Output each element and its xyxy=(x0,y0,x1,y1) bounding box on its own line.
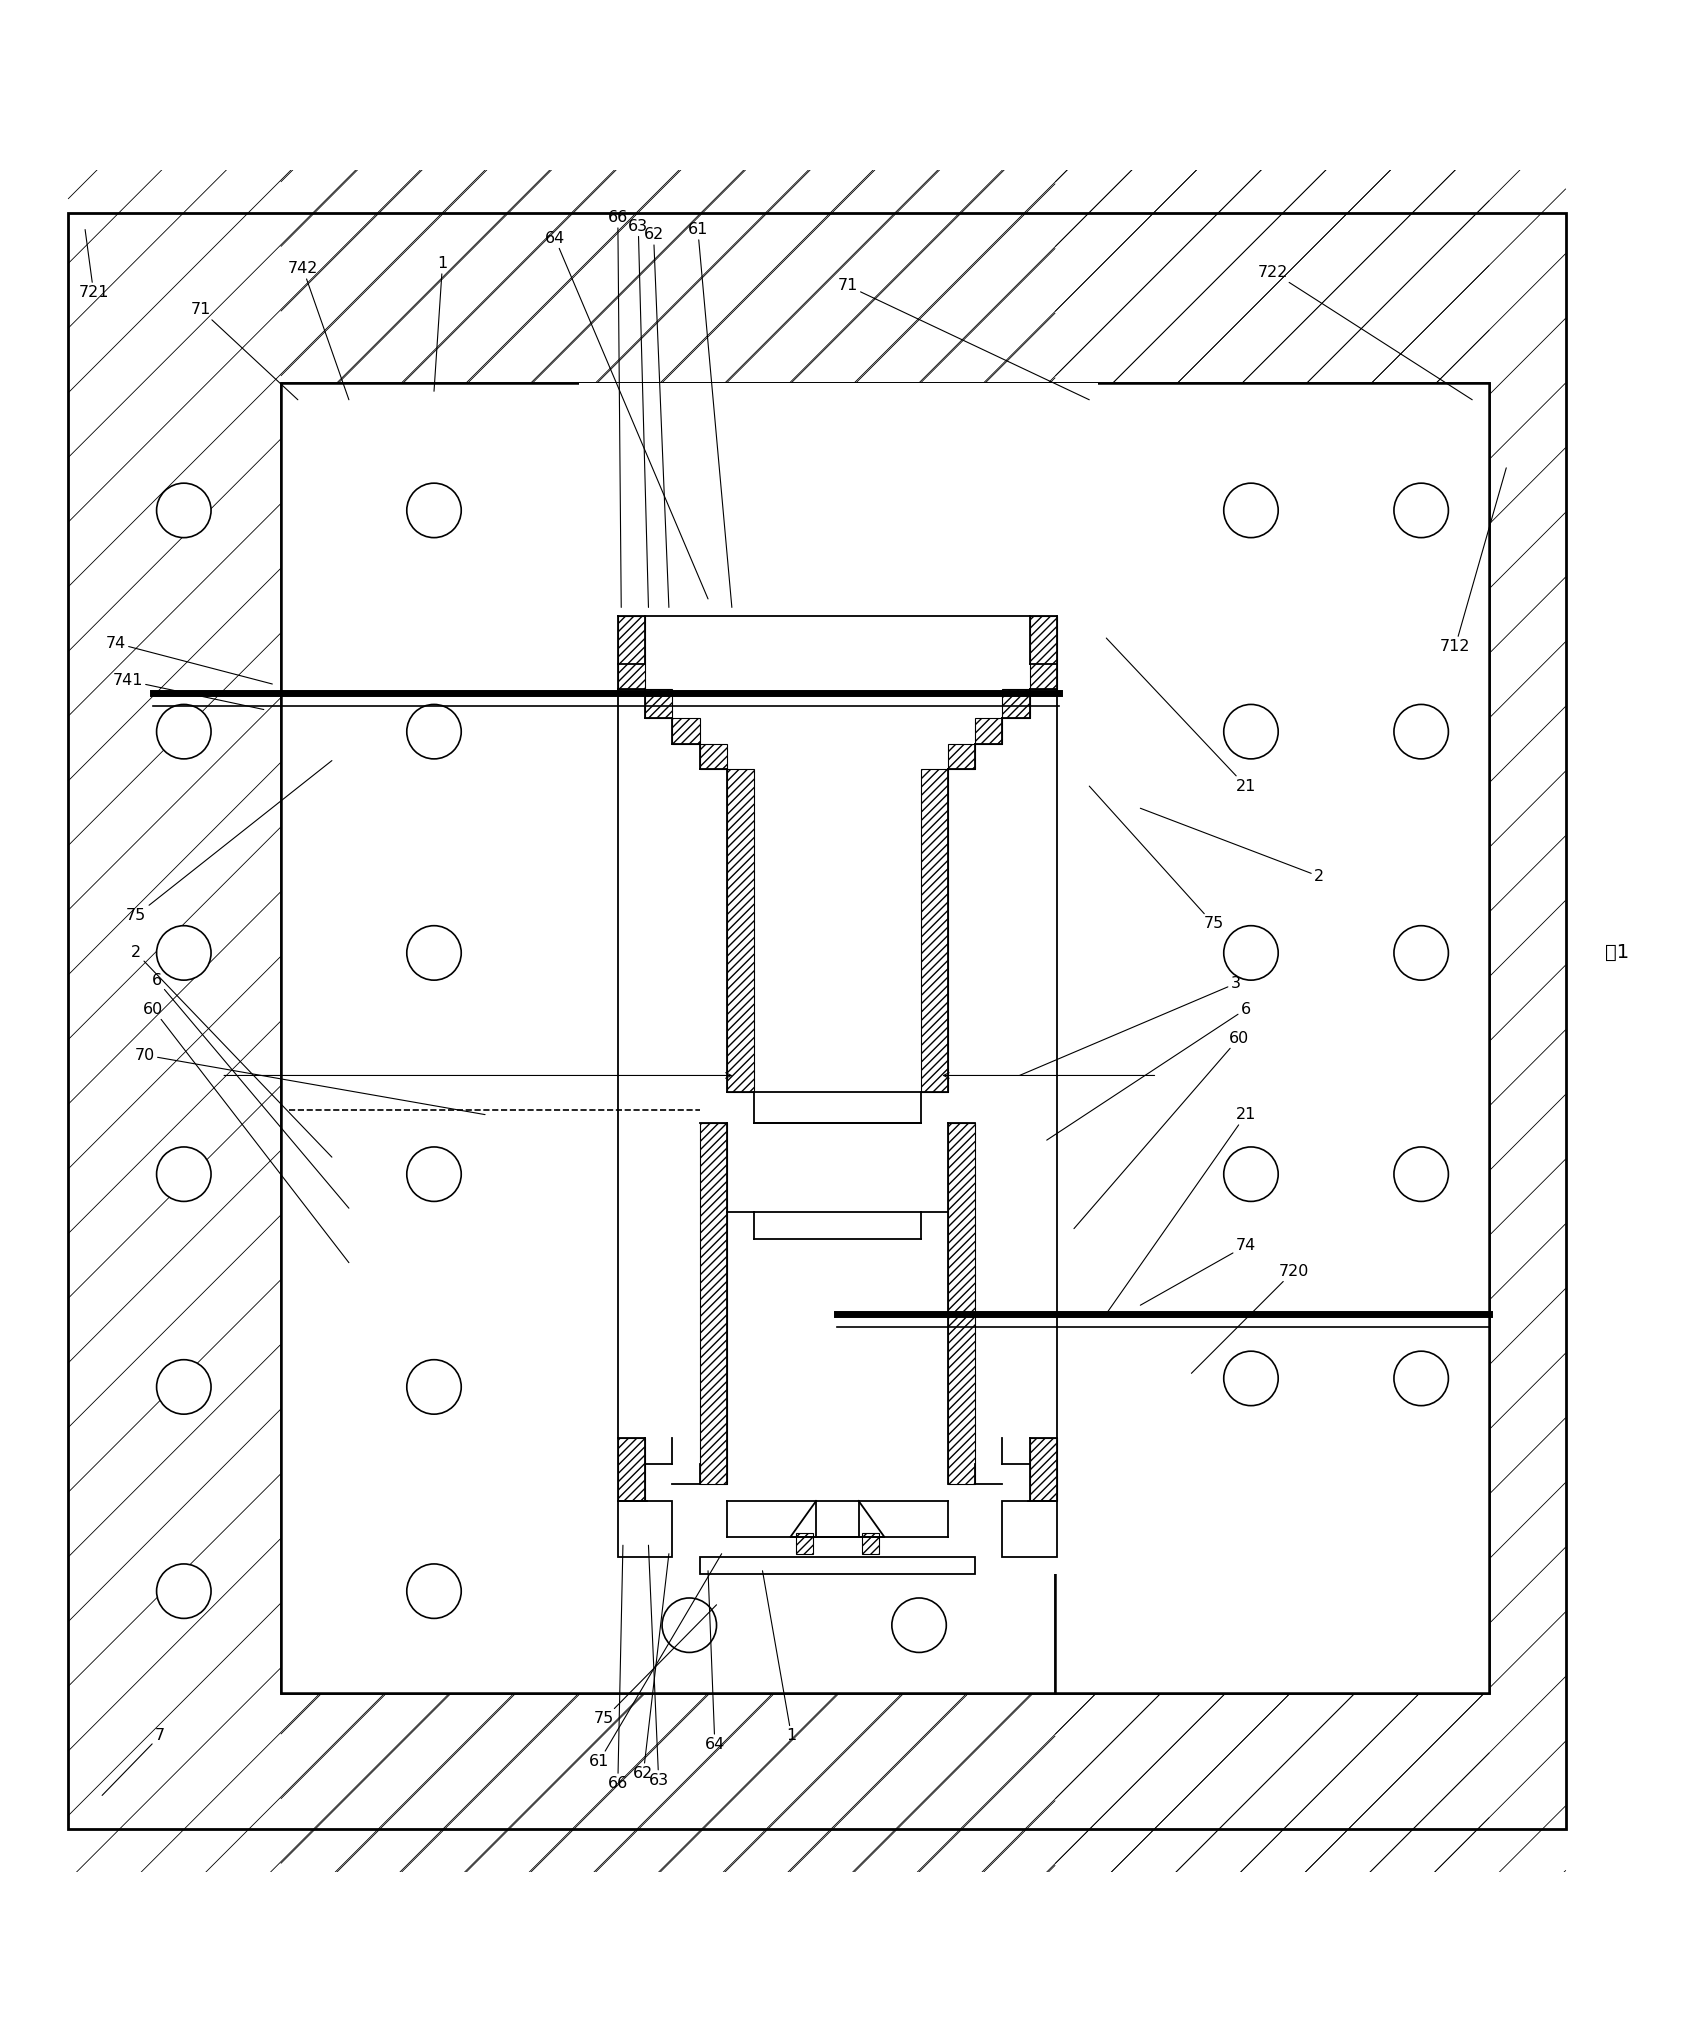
Circle shape xyxy=(157,925,211,980)
Circle shape xyxy=(1224,925,1278,980)
Text: 6: 6 xyxy=(151,972,349,1209)
Circle shape xyxy=(1224,704,1278,760)
Circle shape xyxy=(407,1564,461,1619)
Text: 60: 60 xyxy=(143,1001,349,1262)
Bar xyxy=(795,1534,812,1554)
Bar xyxy=(1002,688,1030,719)
Bar xyxy=(1030,617,1057,688)
Text: 75: 75 xyxy=(1089,786,1224,931)
Bar xyxy=(948,743,975,770)
Bar xyxy=(618,1501,672,1558)
Bar xyxy=(618,617,645,688)
Text: 66: 66 xyxy=(608,1546,628,1791)
Circle shape xyxy=(1394,925,1448,980)
Bar xyxy=(1002,1501,1057,1558)
Circle shape xyxy=(1224,1352,1278,1405)
Text: 74: 74 xyxy=(106,635,272,684)
Text: 2: 2 xyxy=(1140,809,1324,884)
Bar xyxy=(948,1123,975,1485)
Text: 71: 71 xyxy=(837,278,1089,400)
Circle shape xyxy=(157,704,211,760)
Bar xyxy=(645,688,672,719)
Text: 64: 64 xyxy=(705,1570,725,1752)
Circle shape xyxy=(1394,704,1448,760)
Bar xyxy=(861,1534,878,1554)
Text: 75: 75 xyxy=(126,760,332,923)
Text: 722: 722 xyxy=(1258,265,1472,400)
Bar xyxy=(68,212,1566,1830)
Bar xyxy=(579,382,1098,1574)
Text: 3: 3 xyxy=(1019,976,1241,1076)
Text: 71: 71 xyxy=(191,302,298,400)
Text: 721: 721 xyxy=(78,229,109,300)
Bar xyxy=(975,719,1002,743)
Circle shape xyxy=(157,1148,211,1201)
Bar xyxy=(921,770,948,1092)
Circle shape xyxy=(407,484,461,537)
Text: 63: 63 xyxy=(648,1546,669,1787)
Circle shape xyxy=(1394,1352,1448,1405)
Circle shape xyxy=(892,1599,946,1652)
Circle shape xyxy=(1224,1148,1278,1201)
Text: 1: 1 xyxy=(434,255,448,392)
Text: 75: 75 xyxy=(594,1605,717,1725)
Circle shape xyxy=(1224,484,1278,537)
Text: 712: 712 xyxy=(1440,468,1506,653)
Bar xyxy=(609,606,1065,1566)
Bar xyxy=(281,382,1055,1693)
Text: 720: 720 xyxy=(1191,1264,1309,1374)
Text: 図1: 図1 xyxy=(1605,943,1629,962)
Circle shape xyxy=(662,1599,717,1652)
Circle shape xyxy=(1394,1148,1448,1201)
Text: 1: 1 xyxy=(762,1570,797,1744)
Text: 741: 741 xyxy=(112,674,264,709)
Bar xyxy=(672,719,700,743)
Bar xyxy=(700,1123,727,1485)
Circle shape xyxy=(407,1148,461,1201)
Circle shape xyxy=(1394,484,1448,537)
Text: 62: 62 xyxy=(643,227,669,606)
Text: 21: 21 xyxy=(1106,1107,1256,1313)
Text: 63: 63 xyxy=(628,218,648,606)
Bar xyxy=(281,382,1489,1693)
Bar xyxy=(700,743,727,770)
Circle shape xyxy=(407,704,461,760)
Circle shape xyxy=(407,1360,461,1415)
Text: 60: 60 xyxy=(1074,1031,1249,1229)
Circle shape xyxy=(157,1360,211,1415)
Circle shape xyxy=(157,484,211,537)
Text: 6: 6 xyxy=(1047,1001,1251,1139)
Text: 7: 7 xyxy=(102,1728,165,1795)
Bar xyxy=(1055,382,1489,1693)
Text: 61: 61 xyxy=(688,223,732,606)
Bar xyxy=(727,770,754,1092)
Text: 61: 61 xyxy=(589,1554,722,1768)
Text: 742: 742 xyxy=(288,261,349,400)
Text: 74: 74 xyxy=(1140,1237,1256,1305)
Text: 70: 70 xyxy=(134,1048,485,1115)
Text: 62: 62 xyxy=(633,1554,669,1781)
Text: 64: 64 xyxy=(545,231,708,598)
Text: 2: 2 xyxy=(131,945,332,1158)
Circle shape xyxy=(407,925,461,980)
Bar xyxy=(281,382,1489,1693)
Bar xyxy=(618,1438,645,1501)
Text: 21: 21 xyxy=(1106,637,1256,794)
Bar xyxy=(1030,1438,1057,1501)
Circle shape xyxy=(157,1564,211,1619)
Text: 66: 66 xyxy=(608,210,628,606)
Bar xyxy=(700,1558,975,1574)
